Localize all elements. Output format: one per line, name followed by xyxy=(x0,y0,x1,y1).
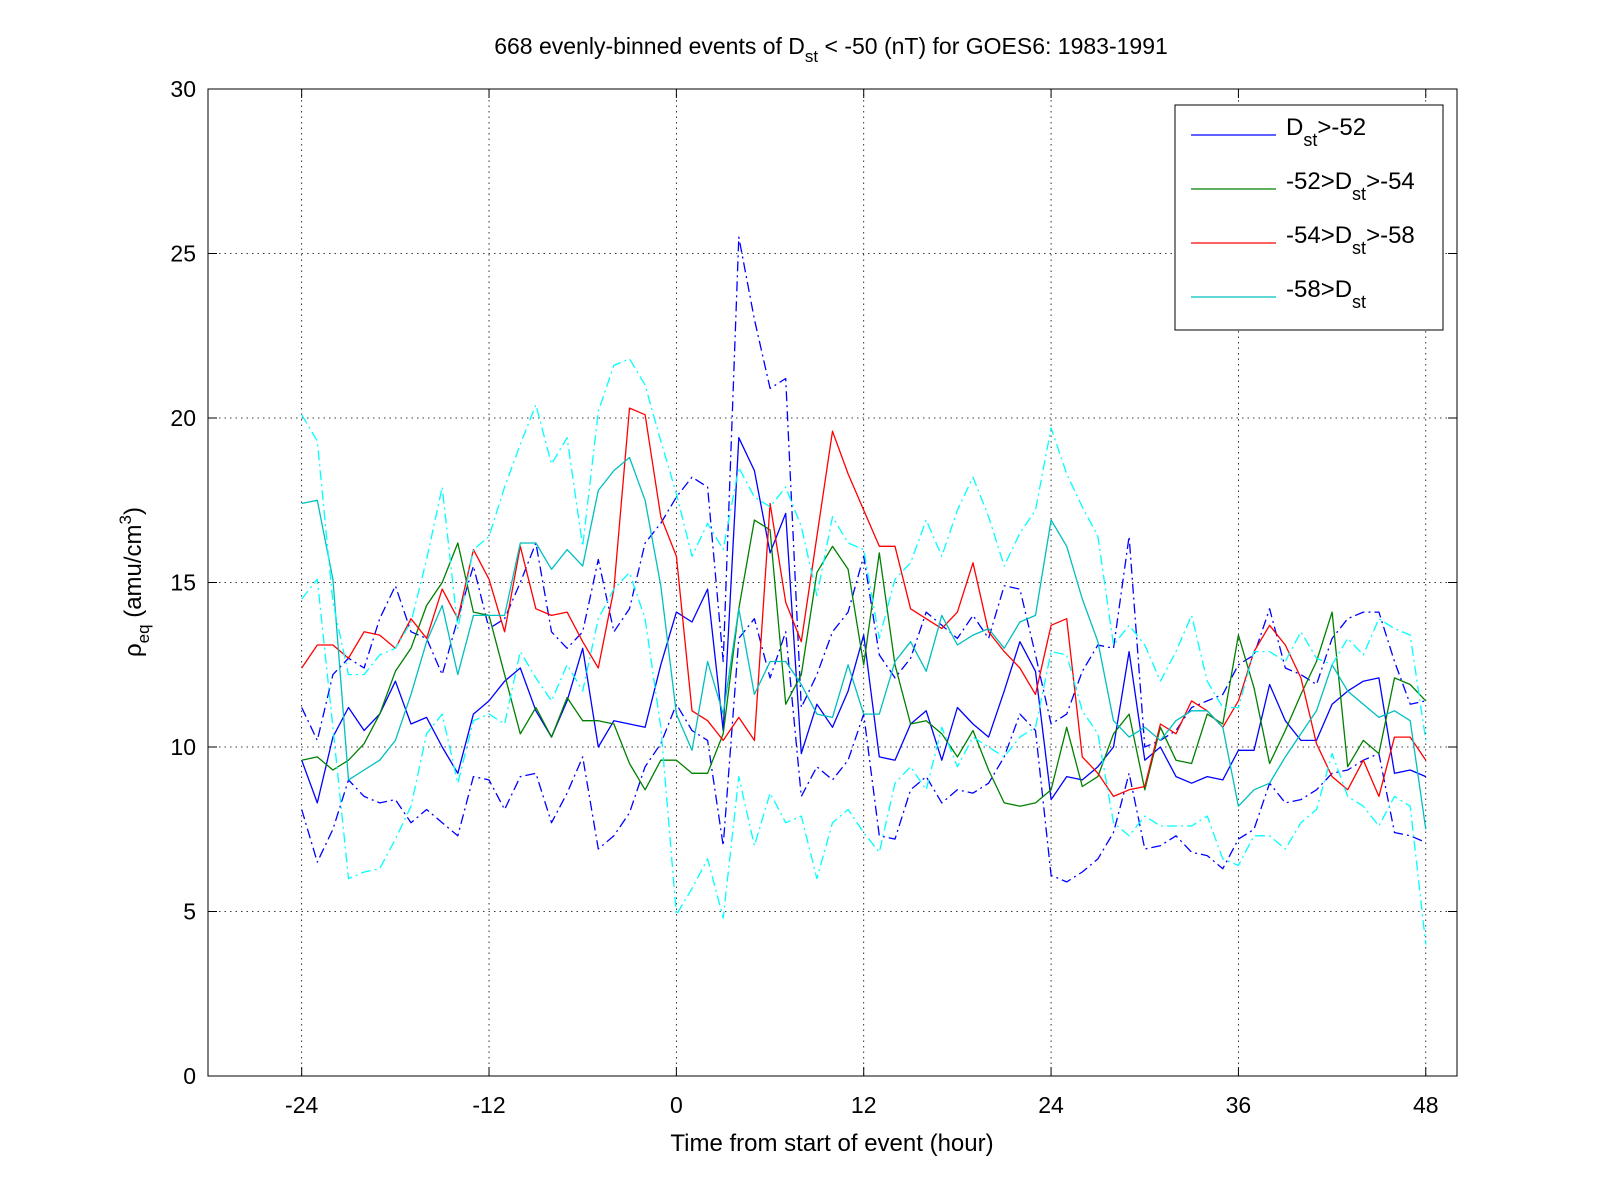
y-axis-label: ρeq (amu/cm3) xyxy=(116,507,153,657)
x-tick-label: 0 xyxy=(670,1092,683,1118)
x-tick-label: -12 xyxy=(472,1092,505,1118)
series-line-5 xyxy=(301,456,1427,830)
y-tick-label: 10 xyxy=(170,734,196,760)
y-tick-label: 20 xyxy=(170,405,196,431)
legend: Dst>-52 -52>Dst>-54 -54>Dst>-58 -58>Dst xyxy=(1174,104,1444,331)
series-line-4 xyxy=(301,407,1427,798)
y-tick-label: 5 xyxy=(183,899,196,925)
series-lines xyxy=(301,236,1427,945)
y-tick-label: 15 xyxy=(170,570,196,596)
y-tick-label: 0 xyxy=(183,1063,196,1089)
legend-label-0: Dst>-52 xyxy=(1286,114,1366,150)
legend-label-1: -52>Dst>-54 xyxy=(1286,168,1415,204)
axis-ticks: -24 -12 0 12 24 36 48 0 5 10 15 20 25 30 xyxy=(170,76,1457,1118)
legend-label-3: -58>Dst xyxy=(1286,276,1366,312)
series-line-6-dashdot xyxy=(301,358,1427,741)
legend-box xyxy=(1174,104,1444,331)
x-tick-label: 12 xyxy=(851,1092,877,1118)
x-axis-label: Time from start of event (hour) xyxy=(670,1130,993,1157)
y-tick-label: 30 xyxy=(170,76,196,102)
series-line-1-dashdot xyxy=(301,236,1426,748)
chart-title: 668 evenly-binned events of Dst < -50 (n… xyxy=(494,33,1168,66)
x-tick-label: -24 xyxy=(285,1092,318,1118)
series-line-7-dashdot xyxy=(301,571,1427,945)
y-tick-label: 25 xyxy=(170,241,196,267)
x-tick-label: 36 xyxy=(1226,1092,1252,1118)
x-tick-label: 48 xyxy=(1413,1092,1439,1118)
legend-label-2: -54>Dst>-58 xyxy=(1286,222,1415,258)
x-tick-label: 24 xyxy=(1038,1092,1064,1118)
series-line-0 xyxy=(301,437,1427,804)
